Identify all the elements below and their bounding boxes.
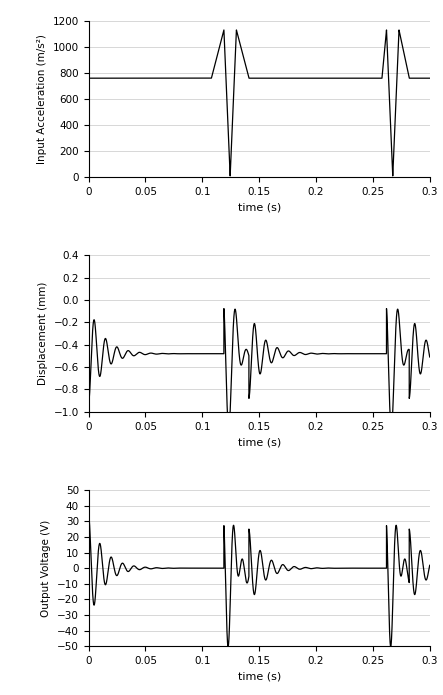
Y-axis label: Displacement (mm): Displacement (mm) xyxy=(38,282,48,385)
X-axis label: time (s): time (s) xyxy=(237,202,281,213)
X-axis label: time (s): time (s) xyxy=(237,671,281,682)
X-axis label: time (s): time (s) xyxy=(237,437,281,447)
Y-axis label: Output Voltage (V): Output Voltage (V) xyxy=(42,520,51,616)
Y-axis label: Input Acceleration (m/s²): Input Acceleration (m/s²) xyxy=(37,34,47,164)
